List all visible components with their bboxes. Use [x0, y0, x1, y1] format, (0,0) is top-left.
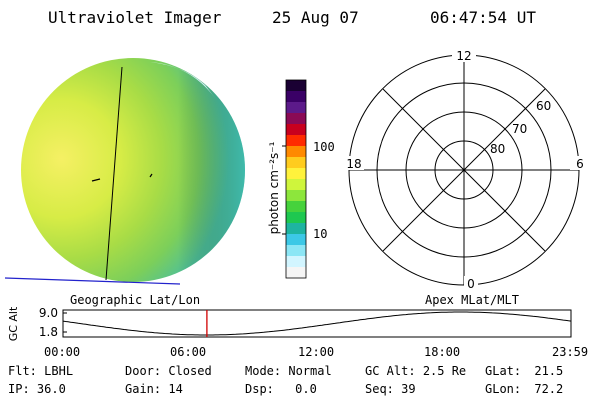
colorbar-band: [286, 80, 306, 92]
altitude-ytick-label: 9.0: [39, 306, 58, 320]
polar-grid-panel: 12 18 6 0 60 70 80: [340, 50, 590, 290]
time-label: 06:47:54 UT: [430, 8, 536, 27]
instrument-title: Ultraviolet Imager: [48, 8, 222, 27]
lat-label-80: 80: [490, 142, 505, 156]
mlt-label-0: 0: [467, 277, 475, 290]
status-glat: GLat: 21.5: [485, 364, 564, 378]
time-tick-label: 06:00: [170, 345, 207, 359]
colorbar-band: [286, 201, 306, 213]
colorbar-band: [286, 179, 306, 191]
altitude-ytick-label: 1.8: [39, 325, 58, 339]
colorbar-band: [286, 135, 306, 147]
coastline-mark: [91, 178, 101, 182]
time-tick-label: 18:00: [424, 345, 461, 359]
colorbar-band: [286, 245, 306, 257]
colorbar-band: [286, 234, 306, 246]
horizon-line: [4, 277, 181, 285]
colorbar-band: [286, 113, 306, 125]
date-label: 25 Aug 07: [272, 8, 359, 27]
geographic-caption: Geographic Lat/Lon: [70, 293, 201, 307]
colorbar-tick-label: 100: [313, 140, 335, 154]
lat-label-70: 70: [512, 122, 527, 136]
colorbar-band: [286, 212, 306, 224]
altitude-ylabel: GC Alt: [7, 306, 20, 341]
time-tick-label: 23:59: [552, 345, 589, 359]
label-bg: [452, 50, 476, 62]
status-ip: IP: 36.0: [8, 382, 66, 396]
altitude-curve: [62, 311, 572, 336]
colorbar-tick-label: 10: [313, 227, 328, 241]
mlt-meridian-diag: [382, 88, 546, 252]
colorbar: photon cm⁻²s⁻¹: [267, 79, 307, 279]
status-filter: Flt: LBHL: [8, 364, 74, 378]
colorbar-band: [286, 267, 306, 279]
altitude-plot-frame: [62, 309, 572, 338]
colorbar-band: [286, 256, 306, 268]
label-bg: [464, 276, 478, 290]
lat-label-60: 60: [536, 99, 551, 113]
status-mode: Mode: Normal: [245, 364, 332, 378]
mlt-label-6: 6: [576, 157, 584, 171]
earth-image-panel: [4, 58, 245, 285]
time-tick-label: 12:00: [298, 345, 335, 359]
status-door: Door: Closed: [125, 364, 212, 378]
label-bg: [570, 156, 590, 170]
colorbar-band: [286, 157, 306, 169]
colorbar-band: [286, 190, 306, 202]
colorbar-band: [286, 124, 306, 136]
coastline-mark: [149, 173, 153, 178]
status-dsp: Dsp: 0.0: [245, 382, 317, 396]
colorbar-band: [286, 102, 306, 114]
mlt-label-12: 12: [456, 50, 471, 63]
status-gc-alt: GC Alt: 2.5 Re: [365, 364, 467, 378]
colorbar-frame: [285, 79, 307, 279]
status-gain: Gain: 14: [125, 382, 183, 396]
terminator-line: [105, 66, 123, 281]
colorbar-band: [286, 168, 306, 180]
colorbar-band: [286, 91, 306, 103]
colorbar-band: [286, 223, 306, 235]
colorbar-unit-label: photon cm⁻²s⁻¹: [267, 141, 281, 234]
status-glon: GLon: 72.2: [485, 382, 564, 396]
apex-caption: Apex MLat/MLT: [425, 293, 519, 307]
time-tick-label: 00:00: [44, 345, 81, 359]
status-seq: Seq: 39: [365, 382, 416, 396]
earth-limb-shading: [21, 58, 245, 282]
label-bg: [340, 156, 364, 170]
colorbar-band: [286, 146, 306, 158]
mlt-label-18: 18: [346, 157, 361, 171]
altitude-plot: GC Alt 9.0 1.8: [7, 306, 572, 341]
